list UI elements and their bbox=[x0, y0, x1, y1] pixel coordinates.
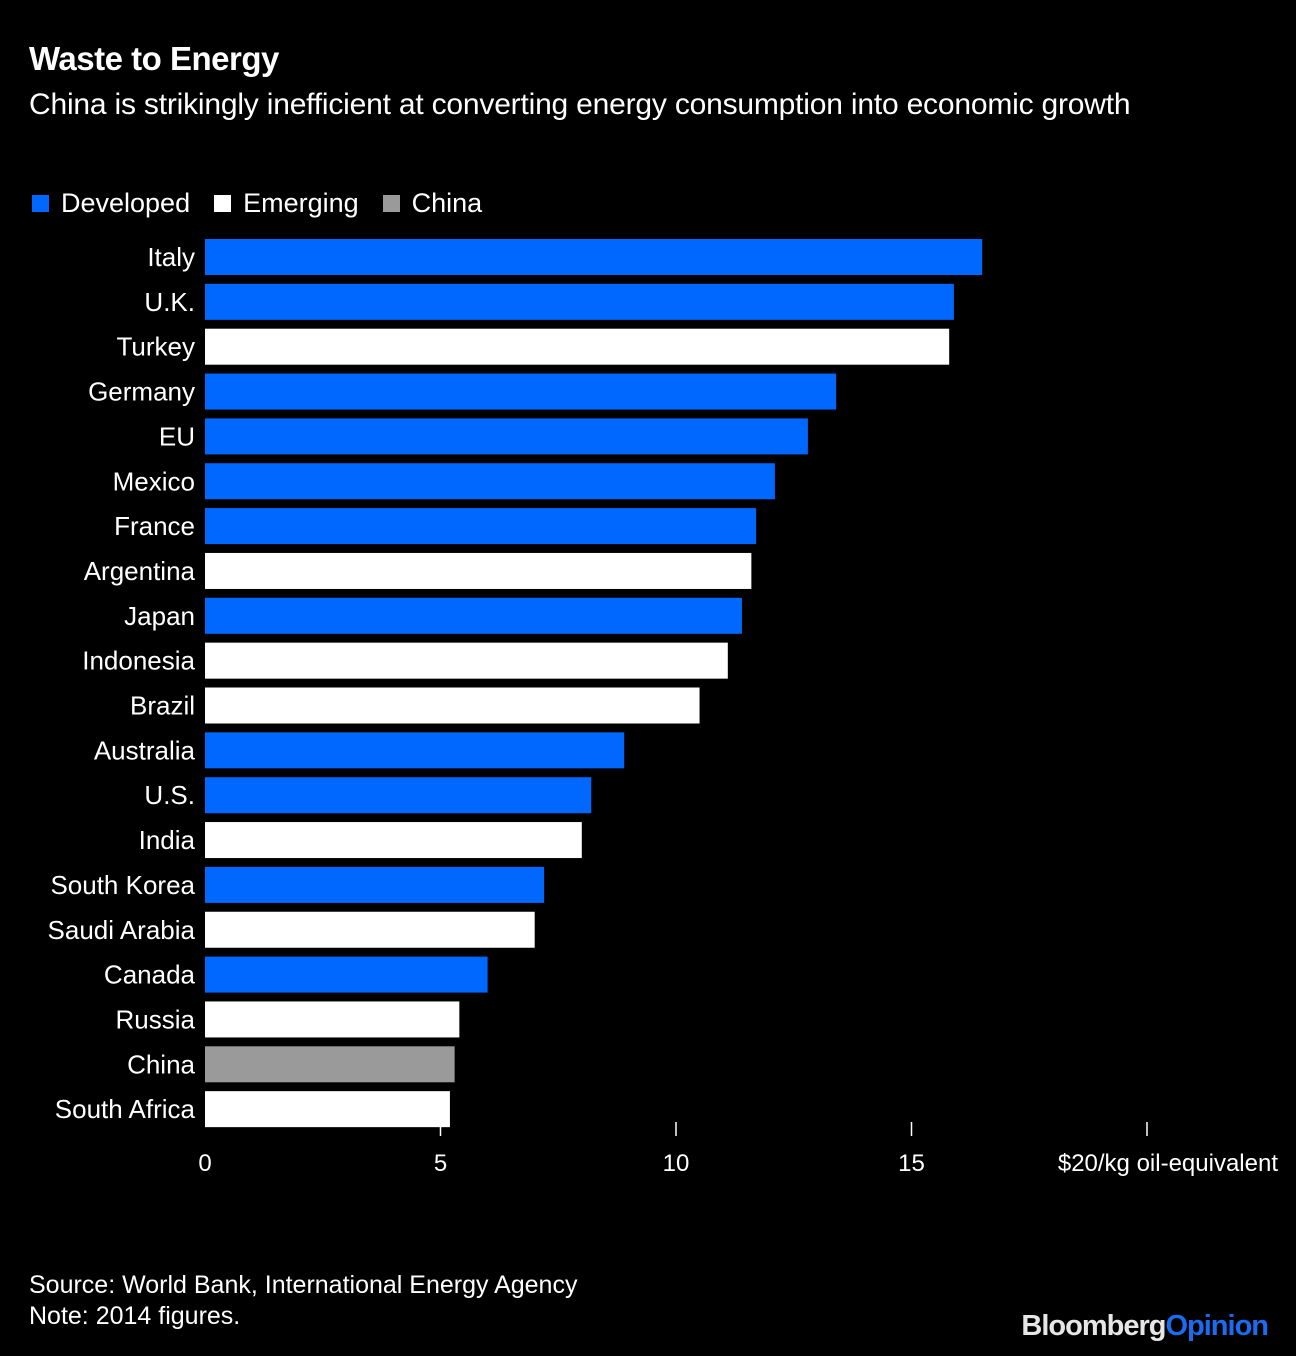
category-label-argentina: Argentina bbox=[84, 556, 196, 586]
category-label-brazil: Brazil bbox=[130, 691, 195, 721]
category-label-south-korea: South Korea bbox=[50, 870, 195, 900]
bar-chart: Italy U.K. Turkey Germany EU Mexico France Arge… bbox=[48, 239, 1278, 1177]
figures-note: Note: 2014 figures. bbox=[29, 1302, 241, 1330]
legend-swatch-emerging bbox=[214, 195, 232, 212]
bar-japan bbox=[205, 597, 742, 634]
bar-france bbox=[205, 508, 757, 545]
x-tick-label-20: $20/kg oil-equivalent bbox=[1058, 1150, 1278, 1177]
category-label-japan: Japan bbox=[124, 601, 195, 631]
logo-opinion: Opinion bbox=[1165, 1310, 1269, 1342]
source-note: Source: World Bank, International Energy… bbox=[29, 1271, 578, 1299]
category-label-germany: Germany bbox=[88, 377, 195, 407]
bar-saudi-arabia bbox=[205, 911, 535, 948]
bar-mexico bbox=[205, 463, 775, 500]
bar-canada bbox=[205, 956, 488, 993]
category-label-italy: Italy bbox=[147, 242, 195, 272]
category-label-india: India bbox=[139, 825, 196, 855]
category-label-mexico: Mexico bbox=[113, 466, 195, 496]
chart-title: Waste to Energy bbox=[29, 40, 279, 77]
category-label-south-africa: South Africa bbox=[55, 1094, 196, 1124]
category-label-turkey: Turkey bbox=[117, 332, 196, 362]
bar-italy bbox=[205, 239, 983, 275]
x-tick-label-15: 15 bbox=[898, 1150, 925, 1177]
bar-u-s bbox=[205, 777, 592, 814]
legend-label-china: China bbox=[411, 188, 483, 218]
bar-south-korea bbox=[205, 866, 545, 903]
category-label-canada: Canada bbox=[104, 960, 196, 990]
bar-argentina bbox=[205, 552, 752, 589]
legend: Developed Emerging China bbox=[32, 188, 506, 219]
bar-russia bbox=[205, 1001, 460, 1038]
legend-label-developed: Developed bbox=[61, 188, 191, 218]
legend-item-china: China bbox=[382, 188, 483, 219]
x-tick-label-0: 0 bbox=[198, 1150, 211, 1177]
category-label-u-s: U.S. bbox=[144, 780, 195, 810]
category-label-saudi-arabia: Saudi Arabia bbox=[48, 915, 196, 945]
category-label-u-k: U.K. bbox=[144, 287, 195, 317]
legend-item-emerging: Emerging bbox=[214, 188, 359, 219]
bloomberg-opinion-logo: BloombergOpinion bbox=[1021, 1310, 1269, 1343]
bar-eu bbox=[205, 418, 808, 455]
category-label-eu: EU bbox=[159, 421, 195, 451]
category-label-indonesia: Indonesia bbox=[82, 646, 195, 676]
category-label-australia: Australia bbox=[94, 735, 196, 765]
logo-bloomberg: Bloomberg bbox=[1021, 1310, 1166, 1342]
legend-swatch-china bbox=[382, 195, 400, 212]
bar-turkey bbox=[205, 328, 950, 365]
legend-item-developed: Developed bbox=[32, 188, 190, 219]
bar-germany bbox=[205, 373, 837, 410]
legend-swatch-developed bbox=[32, 195, 49, 212]
chart-subtitle: China is strikingly inefficient at conve… bbox=[29, 88, 1131, 121]
footer: Source: World Bank, International Energy… bbox=[29, 1270, 577, 1332]
bar-indonesia bbox=[205, 642, 728, 679]
legend-label-emerging: Emerging bbox=[243, 188, 359, 218]
bar-u-k bbox=[205, 283, 954, 320]
bar-australia bbox=[205, 732, 625, 769]
x-tick-label-10: 10 bbox=[663, 1150, 690, 1177]
bar-south-africa bbox=[205, 1091, 450, 1128]
bar-china bbox=[205, 1046, 455, 1083]
x-tick-label-5: 5 bbox=[434, 1150, 447, 1177]
category-label-france: France bbox=[114, 511, 195, 541]
bar-india bbox=[205, 822, 582, 859]
category-label-russia: Russia bbox=[116, 1004, 196, 1034]
bar-brazil bbox=[205, 687, 700, 724]
category-label-china: China bbox=[127, 1049, 195, 1079]
